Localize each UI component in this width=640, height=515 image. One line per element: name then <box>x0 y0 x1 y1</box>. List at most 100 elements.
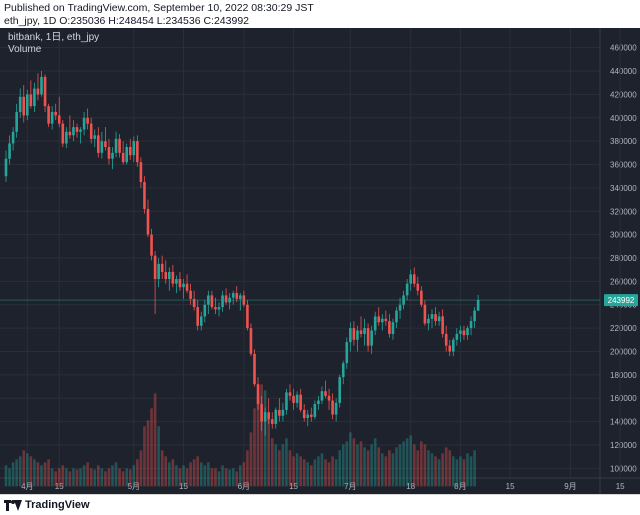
y-tick-label: 220000 <box>610 324 637 333</box>
volume-bar <box>430 453 434 487</box>
x-tick-label: 5月 <box>128 482 140 491</box>
candle-body <box>349 328 352 343</box>
candle-body <box>263 412 267 422</box>
volume-bar <box>164 456 168 487</box>
candle-body <box>47 106 50 124</box>
volume-bar <box>299 456 302 487</box>
candle-body <box>224 295 228 303</box>
candle-body <box>18 96 22 112</box>
candle-body <box>246 304 249 329</box>
volume-bar <box>466 453 469 487</box>
y-tick-label: 380000 <box>610 137 637 146</box>
x-tick-label: 7月 <box>344 482 356 491</box>
candle-body <box>214 307 217 310</box>
candle-body <box>40 76 43 95</box>
candle-body <box>363 328 366 334</box>
volume-bar <box>224 468 228 487</box>
volume-bar <box>306 462 310 487</box>
candle-body <box>22 96 26 116</box>
volume-bar <box>86 462 89 487</box>
candle-body <box>430 314 434 319</box>
volume-bar <box>327 462 331 487</box>
volume-bar <box>455 459 459 487</box>
x-tick-label: 18 <box>406 482 415 491</box>
tradingview-logo-icon <box>4 499 22 511</box>
x-tick-label: 4月 <box>21 482 33 491</box>
y-tick-label: 360000 <box>610 161 637 170</box>
candle-body <box>4 158 8 177</box>
volume-bar <box>104 471 107 487</box>
volume-bar <box>412 444 416 487</box>
volume-bar <box>270 438 274 487</box>
volume-bar <box>253 408 256 487</box>
volume-bar <box>381 453 384 487</box>
candle-body <box>132 141 136 156</box>
volume-bar <box>93 469 97 487</box>
volume-bar <box>437 459 441 487</box>
volume-bar <box>228 469 231 487</box>
candle-body <box>79 129 82 132</box>
candle-body <box>448 345 452 352</box>
volume-bar <box>146 420 150 487</box>
volume-bar <box>338 450 341 487</box>
candle-body <box>270 419 274 424</box>
volume-bar <box>100 468 104 487</box>
volume-bar <box>18 456 22 487</box>
volume-bar <box>82 465 86 487</box>
volume-bar <box>278 450 281 487</box>
candle-body <box>331 400 334 415</box>
candle-body <box>324 391 327 396</box>
candle-body <box>11 131 15 144</box>
candlestick-chart[interactable]: 100000 120000 140000 160000 180000 200000 2200… <box>0 28 640 494</box>
candle-body <box>469 321 473 329</box>
y-tick-label: 460000 <box>610 44 637 53</box>
candle-body <box>65 131 68 144</box>
candle-body <box>121 152 125 163</box>
volume-bar <box>107 468 111 487</box>
volume-bar <box>136 459 139 487</box>
y-tick-label: 420000 <box>610 90 637 99</box>
x-tick-label: 15 <box>179 482 188 491</box>
candle-body <box>175 279 178 284</box>
y-tick-label: 160000 <box>610 394 637 403</box>
candle-body <box>146 208 150 235</box>
volume-bar <box>395 447 398 487</box>
candle-body <box>185 283 189 291</box>
tradingview-brand[interactable]: TradingView <box>4 499 90 511</box>
volume-bar <box>388 450 391 487</box>
volume-bar <box>416 450 420 487</box>
volume-bar <box>281 444 285 487</box>
volume-bar <box>189 462 192 487</box>
y-tick-label: 320000 <box>610 207 637 216</box>
candle-body <box>423 304 427 324</box>
volume-bar <box>274 444 278 487</box>
volume-bar <box>125 468 128 487</box>
candle-body <box>444 333 448 346</box>
volume-bar <box>8 468 11 487</box>
candle-body <box>15 111 18 132</box>
volume-bar <box>128 469 132 487</box>
candle-body <box>395 310 398 323</box>
volume-bar <box>132 465 136 487</box>
candle-body <box>466 328 469 336</box>
candle-body <box>253 353 256 385</box>
volume-bar <box>121 471 125 487</box>
volume-bar <box>313 459 317 487</box>
x-tick-label: 15 <box>506 482 515 491</box>
volume-bar <box>214 468 217 487</box>
candle-body <box>302 409 306 419</box>
brand-name: TradingView <box>25 499 90 511</box>
candle-body <box>434 314 437 322</box>
candle-body <box>327 395 331 401</box>
y-tick-label: 140000 <box>610 418 637 427</box>
volume-bar <box>26 453 29 487</box>
volume-bar <box>402 441 405 487</box>
volume-bar <box>192 459 196 487</box>
candle-body <box>473 310 476 322</box>
volume-bar <box>114 462 118 487</box>
candle-body <box>217 307 221 310</box>
chart-area[interactable]: 100000 120000 140000 160000 180000 200000 2200… <box>0 28 640 494</box>
candle-body <box>409 274 412 284</box>
candle-body <box>93 135 97 139</box>
candle-body <box>61 123 65 144</box>
